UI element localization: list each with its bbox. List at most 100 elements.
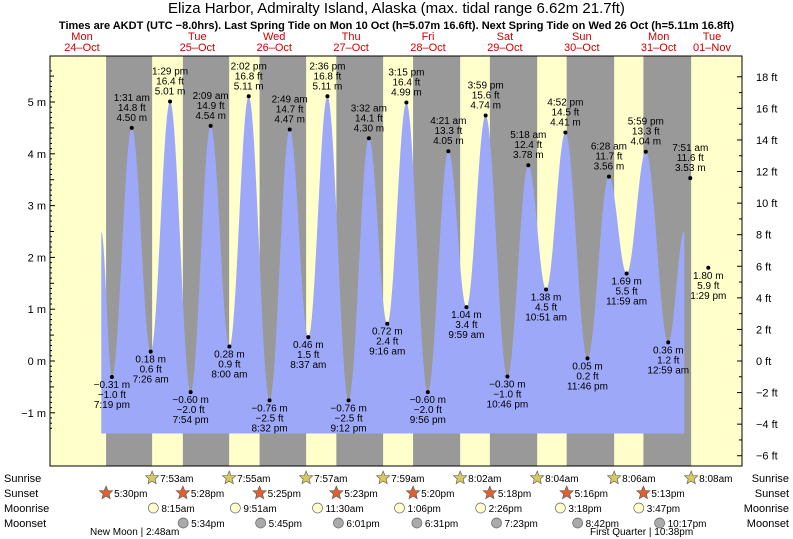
moonset-time: 6:01pm	[346, 519, 379, 530]
sunset-time: 5:13pm	[651, 489, 684, 500]
tide-metre-label: 4.30 m	[354, 123, 385, 134]
right-axis: −6 ft −4 ft −2 ft 0 ft 2 ft 4 ft 6 ft 8 ft 10 ft…	[737, 72, 778, 463]
moon-phase-label: First Quarter | 10:38pm	[590, 527, 693, 538]
moonrise-row-label-right: Moonrise	[744, 503, 789, 515]
day-band	[691, 56, 742, 466]
tide-metre-label: −0.30 m	[489, 380, 525, 391]
tide-point	[404, 100, 409, 105]
tide-metre-label: −0.31 m	[94, 380, 130, 391]
day-of-week: Mon	[648, 31, 669, 43]
moonset-row-label-right: Moonset	[747, 518, 789, 530]
tide-point	[464, 305, 469, 310]
sunset-row-label-left: Sunset	[4, 488, 38, 500]
tide-time-label: 1:29 pm	[152, 66, 188, 77]
moonrise-time: 11:30am	[326, 504, 364, 515]
tide-metre-label: 0.18 m	[135, 355, 166, 366]
tide-time-label: 9:12 pm	[331, 423, 367, 434]
tide-feet-label: −2.5 ft	[256, 413, 284, 424]
tide-feet-label: 1.2 ft	[657, 355, 679, 366]
tide-point	[563, 130, 568, 135]
tide-metre-label: 1.69 m	[611, 276, 642, 287]
sunset-icon	[328, 485, 344, 500]
tide-time-label: 3:15 pm	[388, 68, 424, 79]
moonset-icon	[255, 517, 266, 529]
sunset-icon	[482, 485, 498, 500]
sunrise-time: 8:08am	[699, 474, 732, 485]
sunset-icon	[252, 485, 267, 500]
tide-time-label: 9:16 am	[369, 347, 405, 358]
tide-point	[188, 390, 193, 395]
day-date: 26–Oct	[256, 42, 291, 54]
moonrise-time: 8:15am	[161, 504, 194, 515]
tide-feet-label: 16.4 ft	[156, 76, 184, 87]
chart-subtitle: Times are AKDT (UTC −8.0hrs). Last Sprin…	[58, 20, 735, 32]
tide-feet-label: 14.9 ft	[197, 101, 225, 112]
tide-metre-label: 5.11 m	[313, 81, 343, 92]
moonset-time: 8:42pm	[586, 519, 619, 530]
day-of-week: Tue	[703, 31, 722, 43]
tide-metre-label: 1.38 m	[531, 293, 562, 304]
left-axis: −1 m 0 m 1 m 2 m 3 m 4 m 5 m	[21, 70, 55, 429]
tide-time-label: 7:51 am	[672, 143, 708, 154]
sunset-time: 5:30pm	[114, 489, 147, 500]
tide-metre-label: 4.41 m	[550, 118, 581, 129]
tide-feet-label: 13.3 ft	[632, 127, 660, 138]
sunset-time: 5:20pm	[421, 489, 454, 500]
tide-feet-label: 0.9 ft	[218, 359, 240, 370]
tide-metre-label: 0.28 m	[214, 349, 245, 360]
tide-metre-label: −0.60 m	[172, 395, 208, 406]
moonrise-row: Moonrise Moonrise 8:15am 9:51am 11:30am 1:06p…	[4, 502, 789, 515]
right-tick-label: −4 ft	[756, 419, 778, 431]
moonrise-row-label-left: Moonrise	[4, 503, 49, 515]
tide-metre-label: 3.53 m	[675, 163, 706, 174]
tide-point	[168, 99, 173, 104]
tide-point	[624, 271, 629, 276]
right-tick-label: 8 ft	[756, 230, 771, 242]
tide-time-label: 7:26 am	[133, 375, 169, 386]
sunset-icon	[405, 485, 421, 500]
right-tick-label: −6 ft	[756, 451, 778, 463]
tide-metre-label: −0.76 m	[251, 403, 287, 414]
moonset-icon	[411, 517, 423, 529]
day-date: 27–Oct	[333, 42, 368, 54]
sunset-row-label-right: Sunset	[755, 488, 789, 500]
tide-feet-label: 14.8 ft	[118, 103, 146, 114]
sunset-time: 5:16pm	[575, 489, 608, 500]
moonrise-icon	[147, 502, 159, 514]
moonset-time: 5:34pm	[191, 519, 224, 530]
tide-metre-label: 0.36 m	[653, 345, 684, 356]
tide-time-label: 5:18 am	[510, 130, 546, 141]
left-tick-label: 0 m	[28, 356, 46, 368]
moonrise-icon	[394, 502, 405, 514]
sunrise-row-label-left: Sunrise	[4, 473, 41, 485]
sunset-time: 5:28pm	[191, 489, 224, 500]
day-of-week: Sat	[497, 31, 514, 43]
tide-feet-label: 5.5 ft	[615, 286, 637, 297]
right-tick-label: 2 ft	[756, 324, 771, 336]
sunset-icon	[98, 485, 114, 500]
tide-time-label: 10:46 pm	[487, 400, 529, 411]
tide-time-label: 4:21 am	[430, 116, 466, 127]
tide-time-label: 3:59 pm	[468, 80, 504, 91]
moonrise-icon	[633, 502, 645, 514]
tide-point	[446, 149, 451, 154]
tide-feet-label: 11.6 ft	[677, 153, 704, 164]
moonset-time: 6:31pm	[425, 519, 458, 530]
tide-feet-label: 14.7 ft	[276, 104, 304, 115]
moonset-row: Moonset Moonset 5:34pm 5:45pm 6:01pm 6:31pm 7:…	[4, 517, 789, 530]
tide-point	[526, 163, 531, 168]
left-tick-label: 5 m	[28, 97, 46, 109]
moon-phases: New Moon | 2:48am First Quarter | 10:38pm	[90, 527, 693, 538]
tide-metre-label: 4.54 m	[195, 111, 226, 122]
tide-time-label: 11:46 pm	[567, 381, 608, 392]
moonset-icon	[333, 517, 344, 529]
tide-point	[606, 174, 611, 179]
tide-feet-label: 0.2 ft	[576, 371, 598, 382]
tide-point	[129, 125, 134, 130]
moonrise-icon	[475, 502, 487, 514]
sunrise-time: 7:53am	[160, 474, 193, 485]
sunrise-row: Sunrise Sunrise 7:53am 7:55am 7:57am 7:59am 8:…	[4, 470, 789, 485]
tide-point	[227, 344, 232, 349]
left-tick-label: 4 m	[28, 149, 46, 161]
right-tick-label: 0 ft	[756, 356, 771, 368]
